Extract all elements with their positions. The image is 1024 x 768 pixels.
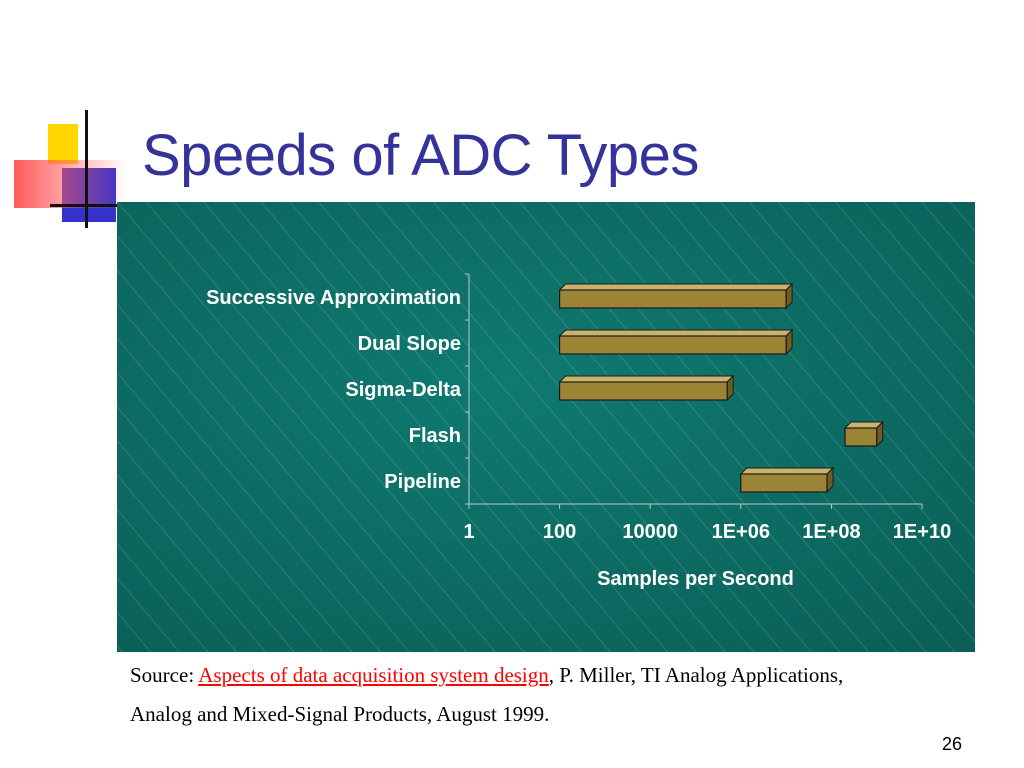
x-tick-label: 1E+08 [802, 521, 860, 543]
range-bar [559, 335, 787, 355]
title-decoration [14, 110, 136, 228]
deco-yellow-square [48, 124, 78, 164]
source-citation: Source: Aspects of data acquisition syst… [130, 656, 890, 734]
x-axis-title: Samples per Second [597, 568, 794, 590]
deco-horizontal-line [50, 204, 136, 207]
range-bar [559, 381, 728, 401]
category-label: Successive Approximation [206, 287, 461, 309]
x-tick-label: 100 [543, 521, 576, 543]
deco-vertical-line [85, 110, 88, 228]
page-number: 26 [941, 734, 962, 754]
source-link[interactable]: Aspects of data acquisition system desig… [198, 663, 549, 687]
x-tick-label: 1E+10 [893, 521, 951, 543]
category-label: Flash [409, 425, 461, 447]
range-bar [559, 289, 787, 309]
x-tick-label: 1 [463, 521, 474, 543]
chart-background-pattern [117, 202, 975, 652]
x-tick-label: 1E+06 [712, 521, 770, 543]
category-label: Dual Slope [358, 333, 461, 355]
x-tick-label: 10000 [622, 521, 678, 543]
bar-top-face [558, 375, 735, 383]
bar-top-face [739, 467, 835, 475]
deco-red-bar [14, 160, 126, 208]
source-prefix: Source: [130, 663, 199, 687]
adc-speed-chart: 1 100 10000 1E+06 1E+08 1E+10 Samples per Seco… [117, 202, 975, 652]
bar-top-face [558, 283, 794, 291]
source-suffix: , P. Miller, TI Analog Applications, Ana… [130, 663, 844, 726]
slide-title: Speeds of ADC Types [142, 123, 699, 188]
category-label: Pipeline [384, 471, 461, 493]
range-bar [740, 473, 828, 493]
range-bar [844, 427, 878, 447]
category-label: Sigma-Delta [345, 379, 461, 401]
bar-top-face [558, 329, 794, 337]
